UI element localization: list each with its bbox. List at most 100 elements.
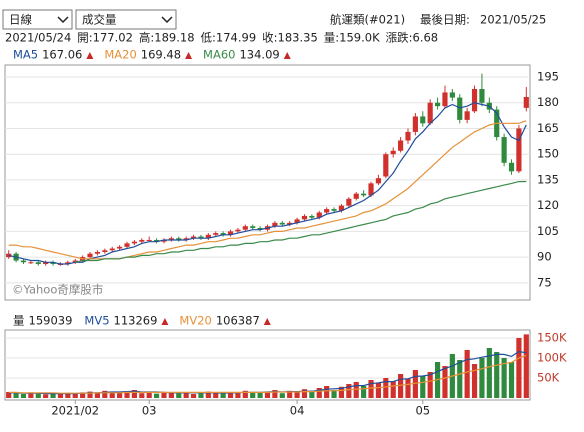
candle-body xyxy=(257,227,263,230)
last-date-label: 最後日期: xyxy=(420,13,470,27)
price-frame xyxy=(4,64,531,301)
volume-bar xyxy=(324,386,330,398)
candle-body xyxy=(50,262,56,264)
up-arrow xyxy=(263,318,271,325)
volume-bar xyxy=(161,392,167,398)
candle-body xyxy=(235,229,241,232)
candle-body xyxy=(353,193,359,199)
candle-body xyxy=(72,260,78,263)
symbol: 航運類(#021) xyxy=(330,13,405,27)
legend-name: 量 xyxy=(13,314,25,328)
candle-body xyxy=(139,239,145,242)
up-arrow xyxy=(283,52,291,59)
candle-body xyxy=(405,131,411,141)
candle-body xyxy=(457,97,463,120)
legend-name: MV5 xyxy=(84,314,109,328)
candle-body xyxy=(124,243,130,247)
volume-bar xyxy=(294,392,300,398)
y-tick-label: 90 xyxy=(537,250,552,264)
candle-body xyxy=(161,239,167,242)
candle-body xyxy=(43,262,49,264)
y-tick-label: 150K xyxy=(537,331,567,345)
volume-bar xyxy=(287,390,293,398)
y-tick-label: 120 xyxy=(537,198,559,212)
volume-bar xyxy=(146,392,152,398)
volume-bar xyxy=(6,392,12,398)
volume-bar xyxy=(309,390,315,398)
candle-body xyxy=(102,250,108,252)
select-box[interactable] xyxy=(2,9,73,30)
candle-body xyxy=(324,209,330,213)
x-tick-label: 2021/02 xyxy=(51,404,99,418)
select-box[interactable] xyxy=(75,9,177,30)
volume-bar xyxy=(227,392,234,398)
info-item: 2021/05/24 xyxy=(5,31,71,45)
candle-body xyxy=(176,238,182,240)
candle-body xyxy=(242,226,248,230)
volume-bar xyxy=(316,388,322,398)
volume-bar xyxy=(87,391,93,398)
candle-body xyxy=(28,262,34,264)
candle-body xyxy=(131,241,137,244)
candle-body xyxy=(20,260,27,263)
candle-body xyxy=(309,215,315,218)
y-tick-label: 135 xyxy=(537,172,559,186)
interval-select[interactable]: 日線 xyxy=(2,9,73,30)
legend-name: MA60 xyxy=(203,48,235,62)
volume-bar xyxy=(198,393,204,398)
candle-body xyxy=(375,178,382,184)
candle-body xyxy=(301,215,308,220)
volume-bar xyxy=(57,394,64,398)
legend-name: MA20 xyxy=(104,48,136,62)
volume-bar xyxy=(139,393,145,398)
volume-bar xyxy=(331,390,337,398)
x-tick-label: 05 xyxy=(415,404,430,418)
up-arrow xyxy=(161,318,169,325)
x-tick-label: 04 xyxy=(290,404,305,418)
candle-body xyxy=(287,222,293,225)
legend-name: MA5 xyxy=(13,48,38,62)
candle-body xyxy=(427,102,433,124)
candle-body xyxy=(434,102,441,107)
candle-body xyxy=(479,89,485,103)
candle-body xyxy=(449,92,455,98)
legend-value: 106387 xyxy=(216,314,260,328)
volume-bar xyxy=(264,391,271,398)
legend-value: 167.06 xyxy=(42,48,82,62)
volume-bar xyxy=(427,372,433,398)
legend-value: 159039 xyxy=(29,314,73,328)
candle-body xyxy=(383,154,389,177)
candle-body xyxy=(442,92,448,107)
y-tick-label: 165 xyxy=(537,121,559,135)
volume-bar xyxy=(20,394,27,398)
volume-bar xyxy=(338,386,345,398)
up-arrow xyxy=(86,52,94,59)
volume-bar xyxy=(405,378,411,398)
candle-body xyxy=(213,233,219,235)
volume-bar xyxy=(242,390,248,398)
candle-body xyxy=(272,222,278,227)
volume-bar xyxy=(257,392,263,398)
y-tick-label: 195 xyxy=(537,70,559,84)
candle-body xyxy=(94,251,101,254)
chevron xyxy=(57,16,69,24)
candle-body xyxy=(279,222,285,225)
candle-body xyxy=(338,205,345,211)
volume-bar xyxy=(412,370,418,398)
candle-body xyxy=(368,183,374,196)
info-item: 漲跌:6.68 xyxy=(386,31,438,45)
volume-bar xyxy=(102,390,108,398)
volume-bar xyxy=(486,348,492,398)
legend-value: 169.48 xyxy=(141,48,181,62)
candle-body xyxy=(205,234,211,239)
volume-bar xyxy=(457,360,463,398)
candle-body xyxy=(420,116,426,124)
indicator-select[interactable]: 成交量 xyxy=(75,9,177,30)
candle-body xyxy=(331,209,337,211)
candle-body xyxy=(227,231,234,235)
candle-body xyxy=(109,248,115,251)
volume-bar xyxy=(168,392,174,398)
volume-bar xyxy=(390,381,396,398)
volume-bar xyxy=(353,382,359,398)
